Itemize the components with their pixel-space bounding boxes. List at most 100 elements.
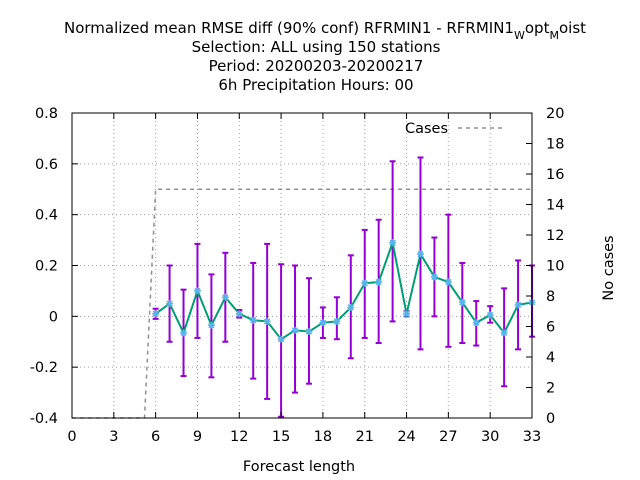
y2-tick-label: 0 (546, 411, 555, 427)
data-point-d2 (361, 280, 368, 287)
data-point (305, 328, 313, 336)
data-point (361, 279, 369, 287)
x-tick-label: 21 (356, 429, 374, 445)
data-point-d2 (347, 304, 354, 311)
data-point (221, 293, 229, 301)
legend-label-cases: Cases (405, 121, 448, 137)
data-point (263, 317, 271, 325)
y-tick-labels: -0.4 -0.2 0 0.2 0.4 0.6 0.8 (30, 106, 58, 427)
data-point (416, 250, 424, 258)
data-point-d2 (389, 239, 396, 246)
cases-series (72, 188, 532, 419)
y-tick-label: 0.4 (35, 208, 58, 224)
data-point (403, 310, 411, 318)
data-point-d2 (403, 310, 410, 317)
title-line-3: Period: 20200203-20200217 (209, 57, 424, 75)
y-tick-label: 0.6 (35, 157, 58, 173)
data-point (291, 326, 299, 334)
y2-tick-label: 12 (546, 228, 564, 244)
data-point (152, 310, 160, 318)
y-tick-label: 0.2 (35, 259, 58, 275)
series-polyline (155, 238, 533, 341)
data-point (166, 300, 174, 308)
y2-tick-label: 18 (546, 137, 564, 153)
data-point-d2 (305, 328, 313, 335)
data-point-d2 (445, 278, 452, 286)
data-point-d2 (459, 299, 466, 306)
data-point-d2 (375, 278, 382, 286)
data-point (486, 311, 494, 319)
x-tick-labels: 0 3 6 9 12 15 18 21 24 27 30 33 (67, 429, 541, 445)
x-tick-label: 15 (272, 429, 290, 445)
data-point-d2 (431, 273, 438, 281)
x-tick-label: 12 (230, 429, 248, 445)
data-point-d2 (473, 319, 480, 326)
x-tick-label: 30 (481, 429, 499, 445)
data-point (472, 319, 480, 327)
y2-tick-label: 8 (546, 289, 555, 305)
error-bars (152, 156, 535, 418)
data-point (249, 316, 257, 324)
data-point (458, 298, 466, 306)
data-point-d2 (291, 327, 299, 334)
data-point-d2 (319, 319, 327, 326)
data-point (389, 239, 397, 247)
data-point (235, 310, 243, 318)
y2-tick-label: 20 (546, 106, 564, 122)
data-point-d2 (166, 300, 173, 307)
data-point-d2 (277, 336, 285, 343)
data-point (333, 317, 341, 325)
x-tick-label: 6 (151, 429, 160, 445)
title-line-1: Normalized mean RMSE diff (90% conf) RFR… (64, 19, 586, 42)
data-point-d2 (208, 322, 215, 329)
x-axis-label: Forecast length (243, 459, 355, 475)
x-tick-label: 3 (109, 429, 118, 445)
data-point (375, 278, 383, 286)
data-point-d2 (333, 318, 341, 325)
chart-title: Normalized mean RMSE diff (90% conf) RFR… (64, 19, 586, 94)
data-point-d2 (194, 287, 201, 295)
data-point (514, 301, 522, 309)
x-tick-label: 33 (523, 429, 541, 445)
data-point (444, 278, 452, 286)
title-line-2: Selection: ALL using 150 stations (192, 38, 441, 56)
y2-tick-label: 14 (546, 198, 564, 214)
data-point-d2 (263, 318, 271, 325)
data-point (347, 303, 355, 311)
x-tick-label: 18 (314, 429, 332, 445)
data-point (430, 273, 438, 281)
data-point-d2 (250, 316, 257, 324)
y-tick-label: 0 (49, 309, 58, 325)
data-point-d2 (487, 311, 494, 319)
data-point (319, 319, 327, 327)
y-tick-label: 0.8 (35, 106, 58, 122)
x-tick-label: 27 (439, 429, 457, 445)
data-point-d2 (180, 329, 187, 337)
data-point (207, 321, 215, 329)
y-tick-label: -0.2 (30, 360, 58, 376)
data-point-d2 (500, 329, 508, 337)
title-line-4: 6h Precipitation Hours: 00 (218, 76, 413, 94)
data-point (193, 287, 201, 295)
data-point-d2 (222, 294, 229, 301)
y-tick-label: -0.4 (30, 411, 58, 427)
y2-tick-labels: 0 2 4 6 8 10 12 14 16 18 20 (546, 106, 564, 427)
data-point-d2 (417, 250, 424, 258)
series-markers (152, 239, 536, 343)
data-point (277, 335, 285, 343)
data-point (500, 329, 508, 337)
error-bar (501, 287, 508, 388)
y2-tick-label: 2 (546, 381, 555, 397)
data-point-d2 (514, 301, 522, 309)
series-line (155, 238, 533, 341)
x-tick-label: 0 (67, 429, 76, 445)
y2-tick-label: 4 (546, 350, 555, 366)
y2-tick-label: 16 (546, 167, 564, 183)
y2-tick-label: 10 (546, 259, 564, 275)
data-point-d2 (236, 310, 243, 317)
y2-axis-label: No cases (601, 235, 617, 300)
data-point-d2 (152, 310, 159, 317)
y2-tick-label: 6 (546, 320, 555, 336)
x-tick-label: 24 (397, 429, 415, 445)
data-point (180, 329, 188, 337)
